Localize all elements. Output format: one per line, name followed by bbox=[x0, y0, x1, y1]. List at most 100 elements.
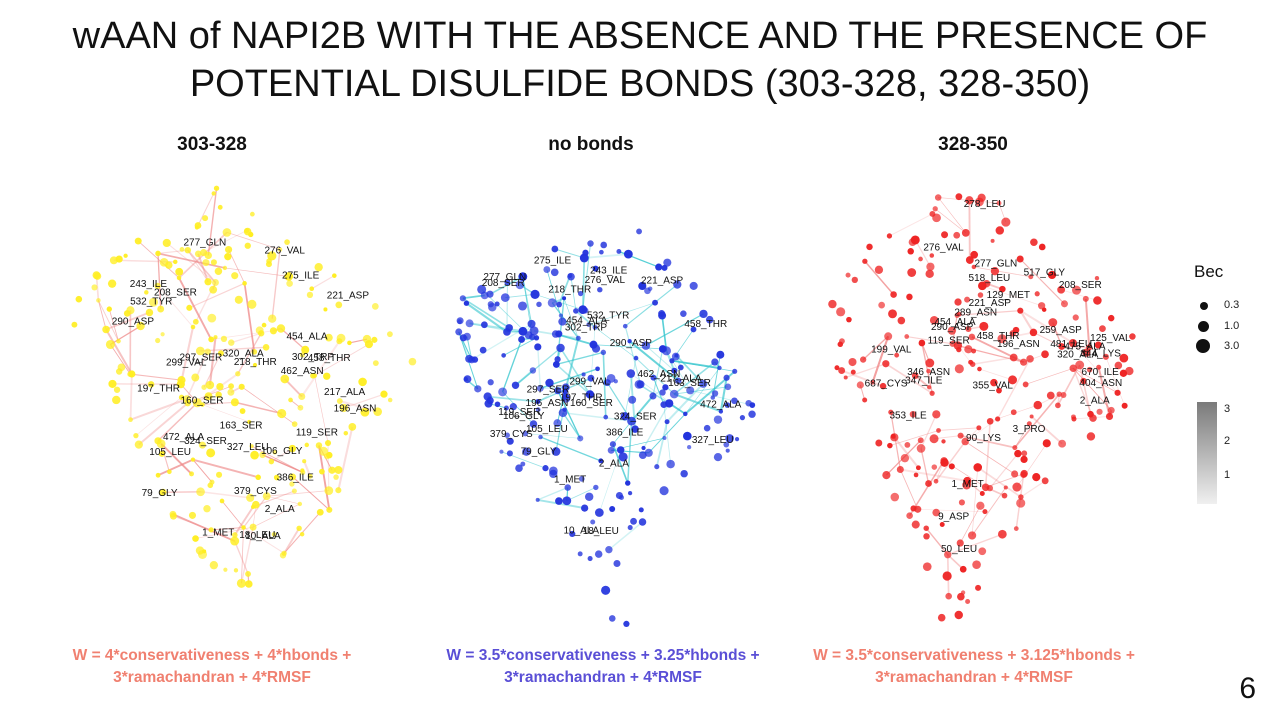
network-edge bbox=[224, 267, 289, 277]
network-node bbox=[499, 449, 504, 454]
network-node bbox=[1121, 402, 1128, 409]
network-node bbox=[465, 319, 474, 328]
network-edge bbox=[203, 230, 247, 253]
network-node bbox=[314, 262, 323, 272]
residue-label: 290_ASP bbox=[112, 316, 155, 327]
network-node bbox=[577, 290, 584, 297]
residue-label: 277_GLN bbox=[974, 259, 1017, 270]
network-node bbox=[963, 476, 972, 486]
network-node bbox=[636, 228, 642, 235]
network-node bbox=[71, 321, 78, 328]
network-node bbox=[520, 461, 526, 467]
network-node bbox=[592, 265, 599, 272]
page-number: 6 bbox=[1239, 672, 1256, 705]
network-node bbox=[116, 338, 121, 344]
network-edge bbox=[665, 350, 680, 382]
network-node bbox=[569, 530, 576, 538]
network-edge bbox=[666, 350, 691, 391]
network-node bbox=[339, 403, 348, 413]
network-node bbox=[113, 386, 121, 393]
network-node bbox=[627, 416, 637, 426]
network-node bbox=[288, 397, 293, 403]
network-node bbox=[929, 390, 935, 396]
network-node bbox=[387, 397, 393, 403]
network-node bbox=[243, 227, 252, 236]
network-node bbox=[680, 469, 688, 478]
network-node bbox=[890, 291, 897, 298]
residue-label: 125_VAL bbox=[1090, 333, 1131, 344]
network-node bbox=[360, 407, 370, 417]
network-node bbox=[1026, 421, 1032, 427]
residue-label: 196_ASN bbox=[334, 403, 377, 414]
network-edge bbox=[110, 344, 131, 375]
network-edge bbox=[845, 363, 887, 379]
residue-label: 344_LYS bbox=[1081, 349, 1122, 360]
network-edge bbox=[137, 240, 180, 279]
network-node bbox=[1038, 302, 1046, 310]
network-node bbox=[673, 280, 682, 289]
network-node bbox=[272, 449, 278, 455]
network-node bbox=[897, 316, 906, 325]
network-node bbox=[851, 276, 858, 284]
network-node bbox=[907, 248, 914, 255]
network-edge bbox=[179, 326, 195, 385]
network-node bbox=[169, 510, 177, 518]
network-node bbox=[1058, 439, 1067, 448]
network-edge bbox=[1105, 356, 1125, 406]
residue-label: 275_ILE bbox=[282, 270, 320, 281]
network-node bbox=[154, 282, 161, 289]
network-node bbox=[663, 258, 672, 267]
network-edge bbox=[502, 391, 534, 425]
network-node bbox=[535, 399, 541, 405]
network-edge bbox=[982, 285, 1042, 307]
network-node bbox=[913, 472, 919, 478]
network-node bbox=[277, 408, 287, 419]
network-node bbox=[203, 505, 211, 513]
network-node bbox=[652, 299, 659, 306]
network-node bbox=[587, 240, 594, 247]
network-node bbox=[246, 493, 255, 502]
network-node bbox=[616, 446, 625, 454]
network-node bbox=[527, 319, 536, 328]
network-edge bbox=[318, 445, 331, 510]
network-edge bbox=[947, 533, 1003, 556]
network-edge bbox=[575, 310, 596, 329]
formula-line-1: W = 3.5*conservativeness + 3.25*hbonds + bbox=[446, 647, 760, 664]
network-node bbox=[556, 343, 565, 353]
network-node bbox=[198, 441, 206, 449]
network-node bbox=[954, 364, 964, 374]
network-node bbox=[204, 278, 212, 286]
network-node bbox=[996, 387, 1002, 394]
residue-label: 276_VAL bbox=[264, 246, 305, 257]
residue-label: 670_ILE bbox=[1082, 367, 1120, 378]
network-node bbox=[990, 238, 995, 243]
network-node bbox=[953, 341, 963, 350]
network-node bbox=[1016, 498, 1026, 508]
network-node bbox=[961, 437, 969, 446]
network-node bbox=[463, 332, 471, 341]
network-node bbox=[252, 500, 260, 509]
network-node bbox=[192, 318, 199, 325]
network-node bbox=[922, 562, 932, 571]
residue-label: 481_LEU bbox=[1050, 339, 1092, 350]
network-node bbox=[942, 571, 952, 581]
network-node bbox=[323, 307, 328, 312]
network-node bbox=[195, 346, 205, 356]
network-node bbox=[1008, 375, 1017, 385]
network-node bbox=[932, 410, 941, 419]
network-node bbox=[333, 474, 339, 480]
network-edge bbox=[231, 332, 262, 344]
network-node bbox=[603, 414, 609, 420]
network-node bbox=[591, 344, 601, 353]
network-node bbox=[978, 547, 987, 556]
network-node bbox=[182, 395, 191, 403]
network-node bbox=[971, 264, 977, 270]
network-node bbox=[976, 501, 985, 510]
network-node bbox=[372, 360, 379, 367]
network-node bbox=[228, 339, 235, 346]
network-node bbox=[213, 335, 218, 340]
network-node bbox=[888, 409, 894, 415]
network-edge bbox=[1019, 310, 1035, 333]
network-node bbox=[306, 291, 314, 299]
network-node bbox=[964, 345, 973, 354]
